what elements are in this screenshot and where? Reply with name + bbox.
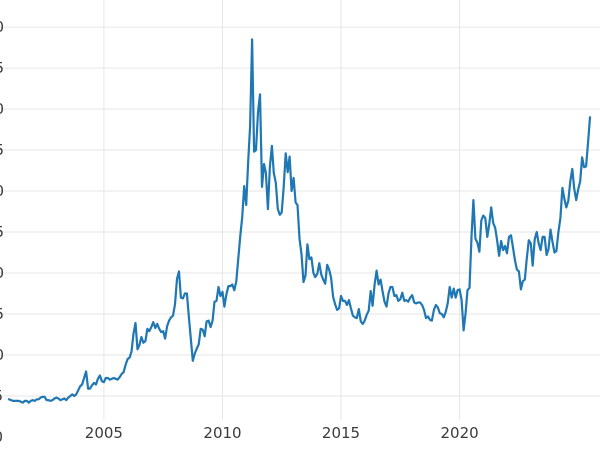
y-tick-label: 35 <box>0 143 4 158</box>
y-tick-label: 30 <box>0 184 4 199</box>
y-tick-label: 0 <box>0 430 3 445</box>
y-tick-label: 15 <box>0 307 4 322</box>
y-tick-label: 20 <box>0 266 4 281</box>
y-tick-label: 50 <box>0 20 4 35</box>
y-tick-label: 45 <box>0 61 4 76</box>
y-tick-label: 5 <box>0 389 3 404</box>
price-line <box>7 38 592 404</box>
y-tick-label: 25 <box>0 225 4 240</box>
x-tick-label: 2015 <box>321 424 361 442</box>
y-tick-label: 10 <box>0 348 4 363</box>
x-tick-label: 2005 <box>84 424 123 442</box>
x-tick-label: 2010 <box>203 424 242 442</box>
y-tick-label: 40 <box>0 102 4 117</box>
x-tick-label: 2020 <box>440 424 479 442</box>
